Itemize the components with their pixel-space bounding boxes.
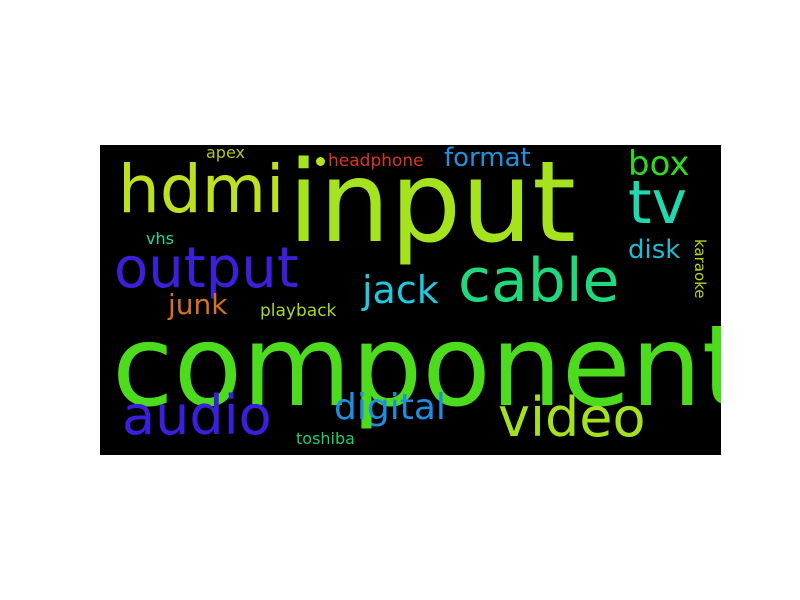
word-headphone: headphone (328, 153, 424, 170)
word-playback: playback (260, 303, 336, 320)
word-audio: audio (122, 389, 272, 443)
word-vhs: vhs (146, 231, 174, 247)
word-format: format (444, 145, 531, 171)
word-apex: apex (206, 145, 245, 161)
word-cloud: component input output hdmi cable tv audio vide… (100, 145, 721, 455)
word-jack: jack (362, 271, 439, 309)
word-disk: disk (628, 237, 680, 263)
word-video: video (498, 391, 646, 445)
dot-marker (316, 157, 325, 166)
word-cable: cable (458, 251, 619, 311)
word-junk: junk (168, 291, 228, 319)
word-digital: digital (334, 390, 446, 426)
word-toshiba: toshiba (296, 431, 355, 447)
word-hdmi: hdmi (118, 157, 284, 223)
word-karaoke: karaoke (692, 239, 707, 299)
word-box: box (628, 147, 689, 181)
